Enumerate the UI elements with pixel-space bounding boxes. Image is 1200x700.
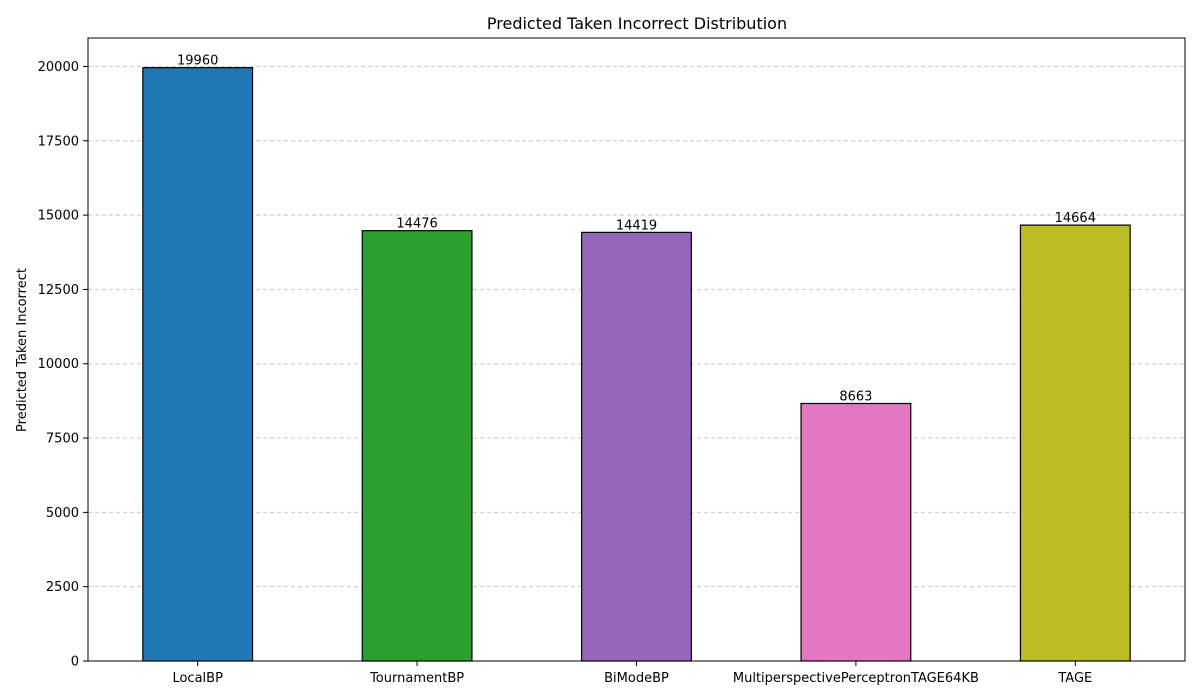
bar-bimodebp [581, 231, 692, 662]
y-tick-label: 17500 [38, 134, 79, 149]
y-tick-label: 15000 [38, 209, 79, 224]
x-tick-label: MultiperspectivePerceptronTAGE64KB [733, 671, 979, 686]
y-tick-label: 7500 [46, 432, 79, 447]
y-tick-label: 0 [71, 655, 79, 670]
x-axis-ticks: LocalBP TournamentBP BiModeBP Multiperspect… [172, 661, 1092, 686]
x-tick-label: TournamentBP [369, 671, 464, 686]
bar-value-label: 14664 [1055, 211, 1096, 226]
y-tick-label: 10000 [38, 357, 79, 372]
bar-value-label: 19960 [177, 54, 218, 69]
x-tick-label: TAGE [1057, 671, 1092, 686]
y-tick-label: 12500 [38, 283, 79, 298]
y-axis-ticks: 0 2500 5000 7500 10000 12500 15000 17500 20000 [38, 60, 88, 670]
y-tick-label: 2500 [46, 580, 79, 595]
bar-multiperspectiveperceptrontage64kb [800, 402, 912, 662]
chart-title: Predicted Taken Incorrect Distribution [487, 14, 787, 33]
bar-tage [1019, 224, 1131, 662]
bar-tournamentbp [361, 230, 473, 662]
x-tick-label: BiModeBP [604, 671, 669, 686]
y-tick-label: 5000 [46, 506, 79, 521]
bar-value-labels: 19960 14476 14419 8663 14664 [177, 54, 1096, 405]
bar-value-label: 14476 [396, 217, 437, 232]
bar-value-label: 8663 [839, 389, 872, 404]
bars [142, 67, 1131, 662]
y-axis-label: Predicted Taken Incorrect [15, 268, 30, 432]
x-tick-label: LocalBP [172, 671, 223, 686]
bar-value-label: 14419 [616, 218, 657, 233]
y-tick-label: 20000 [38, 60, 79, 75]
bar-localbp [142, 67, 254, 662]
